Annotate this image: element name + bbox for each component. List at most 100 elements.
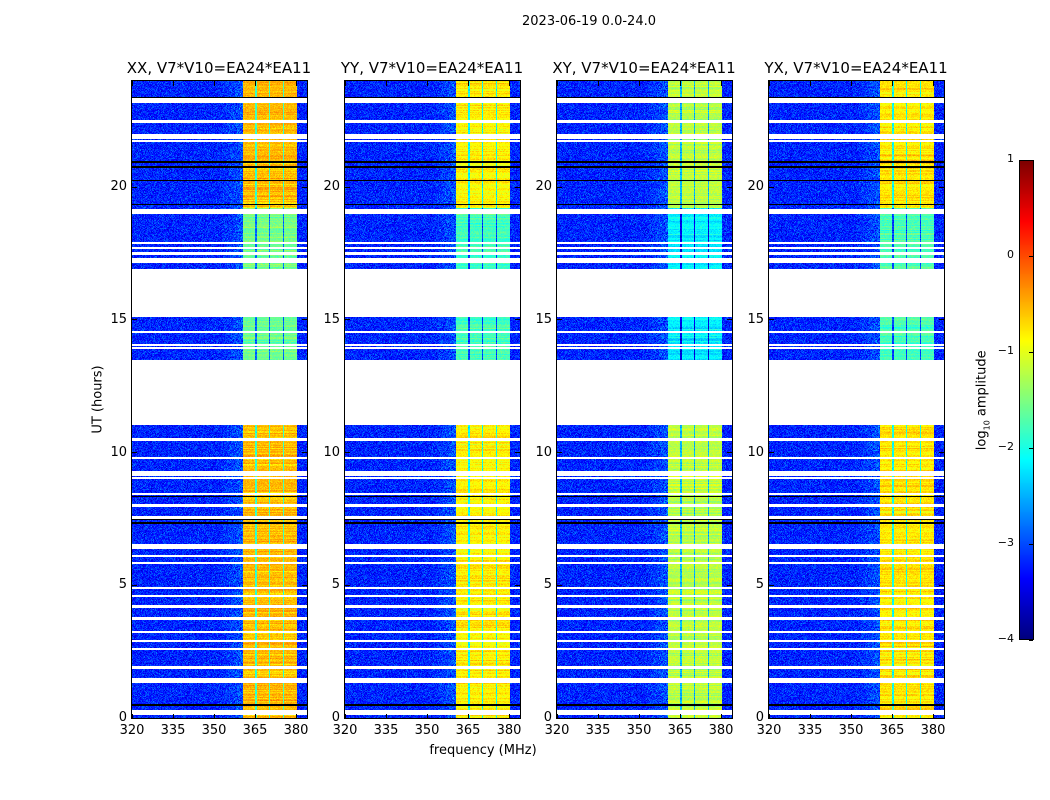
x-tick-label: 380	[708, 723, 734, 738]
x-tick-mark-top	[213, 81, 215, 86]
x-tick-label: 335	[797, 723, 823, 738]
y-tick-label: 0	[331, 710, 340, 725]
x-tick-label: 350	[201, 723, 227, 738]
y-tick-label: 10	[535, 444, 552, 460]
x-tick-label: 320	[119, 723, 145, 738]
y-tick-mark-right	[515, 717, 520, 719]
y-tick-label: 20	[747, 179, 764, 195]
x-tick-label: 380	[920, 723, 946, 738]
x-tick-mark	[131, 714, 133, 719]
y-tick-mark	[557, 319, 562, 321]
panel-title: XX, V7*V10=EA24*EA11	[126, 59, 312, 77]
y-tick-mark-right	[302, 584, 307, 586]
x-tick-mark-top	[891, 81, 893, 86]
y-tick-mark-right	[302, 186, 307, 188]
x-tick-mark	[295, 714, 297, 719]
x-tick-mark	[768, 714, 770, 719]
y-tick-label: 5	[543, 577, 552, 593]
heatmap-panel	[768, 80, 945, 719]
x-tick-mark	[467, 714, 469, 719]
y-tick-label: 20	[323, 179, 340, 195]
y-tick-mark-right	[939, 186, 944, 188]
x-tick-mark	[385, 714, 387, 719]
heatmap-panel	[556, 80, 733, 719]
y-tick-mark	[769, 319, 774, 321]
x-tick-mark	[597, 714, 599, 719]
x-tick-label: 365	[879, 723, 905, 738]
y-tick-mark	[132, 186, 137, 188]
y-tick-mark-right	[727, 717, 732, 719]
x-tick-mark	[932, 714, 934, 719]
y-tick-label: 15	[110, 311, 127, 327]
x-tick-mark	[556, 714, 558, 719]
x-tick-label: 350	[626, 723, 652, 738]
heatmap-image	[769, 81, 944, 718]
x-tick-mark-top	[597, 81, 599, 86]
colorbar-label: log10 amplitude	[975, 335, 992, 465]
y-tick-label: 15	[535, 311, 552, 327]
heatmap-panel	[131, 80, 308, 719]
y-tick-label: 10	[110, 444, 127, 460]
y-tick-mark-right	[515, 186, 520, 188]
y-tick-mark-right	[302, 452, 307, 454]
y-tick-mark-right	[939, 584, 944, 586]
y-tick-label: 0	[118, 710, 127, 725]
y-tick-mark	[345, 319, 350, 321]
y-tick-mark	[557, 452, 562, 454]
y-tick-label: 20	[110, 179, 127, 195]
x-tick-label: 350	[414, 723, 440, 738]
y-axis-label: UT (hours)	[90, 365, 106, 434]
y-tick-mark-right	[727, 584, 732, 586]
x-tick-mark-top	[809, 81, 811, 86]
y-tick-mark-right	[939, 319, 944, 321]
y-tick-mark	[769, 584, 774, 586]
x-tick-label: 365	[667, 723, 693, 738]
panel-title: YX, V7*V10=EA24*EA11	[764, 59, 948, 77]
panel-title: XY, V7*V10=EA24*EA11	[552, 59, 736, 77]
x-tick-label: 335	[585, 723, 611, 738]
x-tick-mark	[638, 714, 640, 719]
x-tick-label: 335	[160, 723, 186, 738]
x-tick-mark-top	[385, 81, 387, 86]
colorbar	[1019, 160, 1034, 640]
x-tick-mark	[850, 714, 852, 719]
y-tick-mark	[132, 584, 137, 586]
y-tick-mark	[557, 186, 562, 188]
x-tick-mark-top	[556, 81, 558, 86]
x-tick-mark	[254, 714, 256, 719]
x-tick-mark-top	[131, 81, 133, 86]
x-tick-mark-top	[638, 81, 640, 86]
x-tick-mark	[891, 714, 893, 719]
colorbar-tick-label: 1	[1007, 152, 1014, 165]
x-tick-mark-top	[426, 81, 428, 86]
y-tick-label: 20	[535, 179, 552, 195]
x-tick-label: 335	[373, 723, 399, 738]
y-tick-mark	[345, 584, 350, 586]
y-tick-mark	[345, 452, 350, 454]
heatmap-panel	[344, 80, 521, 719]
x-tick-mark-top	[344, 81, 346, 86]
x-tick-label: 320	[332, 723, 358, 738]
heatmap-image	[345, 81, 520, 718]
colorbar-label-prefix: log	[974, 430, 990, 451]
heatmap-image	[132, 81, 307, 718]
x-tick-mark	[679, 714, 681, 719]
colorbar-label-sub: 10	[982, 420, 992, 431]
y-tick-label: 15	[323, 311, 340, 327]
x-tick-mark-top	[932, 81, 934, 86]
colorbar-tick-label: −4	[997, 632, 1014, 645]
x-tick-label: 365	[242, 723, 268, 738]
y-tick-mark-right	[515, 452, 520, 454]
y-tick-label: 5	[118, 577, 127, 593]
x-tick-mark-top	[172, 81, 174, 86]
x-tick-label: 365	[455, 723, 481, 738]
colorbar-tick-label: 0	[1007, 248, 1014, 261]
y-tick-mark	[769, 717, 774, 719]
y-tick-label: 0	[543, 710, 552, 725]
x-tick-label: 380	[283, 723, 309, 738]
colorbar-tick-label: −1	[997, 344, 1014, 357]
x-axis-label: frequency (MHz)	[429, 743, 537, 758]
colorbar-tick-mark	[1029, 447, 1033, 449]
y-tick-mark-right	[727, 452, 732, 454]
x-tick-mark-top	[679, 81, 681, 86]
